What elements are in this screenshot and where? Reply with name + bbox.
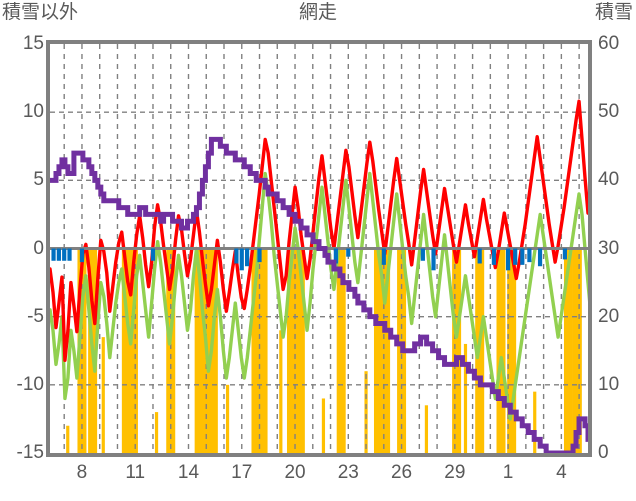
x-axis-tick: 8 <box>76 462 88 483</box>
precipitation-bar <box>77 248 87 453</box>
y-axis-right-tick: 10 <box>598 373 620 395</box>
snowfall-bar <box>239 248 244 271</box>
precipitation-bar <box>279 330 283 453</box>
snowfall-bar <box>244 248 250 267</box>
precipitation-bar <box>208 248 218 453</box>
snowfall-bar <box>513 248 518 265</box>
precipitation-bar <box>121 248 131 453</box>
precipitation-bar <box>563 248 573 453</box>
precipitation-bar <box>194 248 204 453</box>
x-axis-tick: 29 <box>444 462 466 483</box>
snowfall-bar <box>527 248 532 263</box>
precipitation-bar <box>321 398 326 453</box>
snowfall-bar <box>67 248 72 261</box>
precipitation-bar <box>154 412 159 453</box>
precipitation-bar <box>295 248 305 453</box>
y-axis-right-tick: 20 <box>598 305 620 327</box>
precipitation-bar <box>166 248 176 453</box>
x-axis-tick: 23 <box>337 462 359 483</box>
snowfall-bar <box>62 248 67 261</box>
snowfall-bar <box>520 248 525 265</box>
precipitation-bar <box>251 248 261 453</box>
precipitation-bar <box>66 425 70 453</box>
precipitation-bar <box>533 391 537 453</box>
snowfall-bar <box>505 248 511 271</box>
y-axis-right-tick: 50 <box>598 101 620 123</box>
snowfall-bar <box>420 248 425 261</box>
x-axis-tick: 11 <box>125 462 146 483</box>
plot-area <box>46 40 592 457</box>
y-axis-left-tick: -10 <box>16 373 44 395</box>
y-axis-left-tick: -5 <box>27 305 44 327</box>
y-axis-right-tick: 0 <box>598 442 609 463</box>
snowfall-bar <box>562 248 568 260</box>
precipitation-bar <box>364 371 368 453</box>
precipitation-bar <box>463 343 468 453</box>
snowfall-bar <box>431 248 436 271</box>
precipitation-bar <box>452 248 462 453</box>
x-axis-tick: 17 <box>231 462 253 483</box>
plot-inner <box>50 44 588 453</box>
snowfall-bar <box>477 248 482 264</box>
left-axis-title: 積雪以外 <box>2 2 79 23</box>
precipitation-bar <box>258 248 268 453</box>
y-axis-left-tick: 5 <box>33 169 44 191</box>
x-axis-tick: 1 <box>502 462 514 483</box>
snowfall-bar <box>150 248 156 261</box>
precipitation-bar <box>507 248 517 453</box>
snowfall-bar <box>537 248 543 267</box>
precipitation-bar <box>336 248 346 453</box>
right-axis-title: 積雪 <box>594 2 633 23</box>
precipitation-bar <box>225 384 230 453</box>
snowfall-bar <box>257 248 262 263</box>
y-axis-left-tick: 10 <box>22 101 44 123</box>
x-axis-tick: 26 <box>390 462 413 483</box>
y-axis-right-tick: 40 <box>598 169 620 191</box>
precipitation-bar <box>496 248 506 453</box>
y-axis-left-tick: 15 <box>22 33 44 54</box>
precipitation-bar <box>373 248 383 453</box>
precipitation-bar <box>381 248 391 453</box>
x-axis-tick: 14 <box>177 462 200 483</box>
snowfall-bar <box>381 248 386 265</box>
page-title: 網走 <box>298 2 337 23</box>
snowfall-bar <box>56 248 61 261</box>
y-axis-left-tick: -15 <box>16 442 44 463</box>
precipitation-bar <box>128 248 138 453</box>
precipitation-bar <box>424 405 429 453</box>
snowfall-bar <box>491 248 496 265</box>
chart-canvas <box>50 44 588 453</box>
snow-depth-line <box>50 136 588 453</box>
y-axis-right-tick: 60 <box>598 33 620 54</box>
snowfall-bars <box>51 248 568 271</box>
snowfall-bar <box>51 248 56 261</box>
snowfall-bar <box>79 248 85 263</box>
precipitation-bars <box>66 248 582 453</box>
x-axis-tick: 4 <box>556 462 567 483</box>
snowfall-bar <box>333 248 338 264</box>
x-axis-tick: 20 <box>284 462 306 483</box>
snowfall-bar <box>234 248 239 264</box>
precipitation-bar <box>572 248 582 453</box>
snowfall-bar <box>346 248 351 257</box>
precipitation-bar <box>286 248 296 453</box>
precipitation-bar <box>101 337 105 453</box>
min-temp-line <box>50 171 588 421</box>
y-axis-right-tick: 30 <box>598 237 620 259</box>
y-axis-left-tick: 0 <box>33 237 44 259</box>
